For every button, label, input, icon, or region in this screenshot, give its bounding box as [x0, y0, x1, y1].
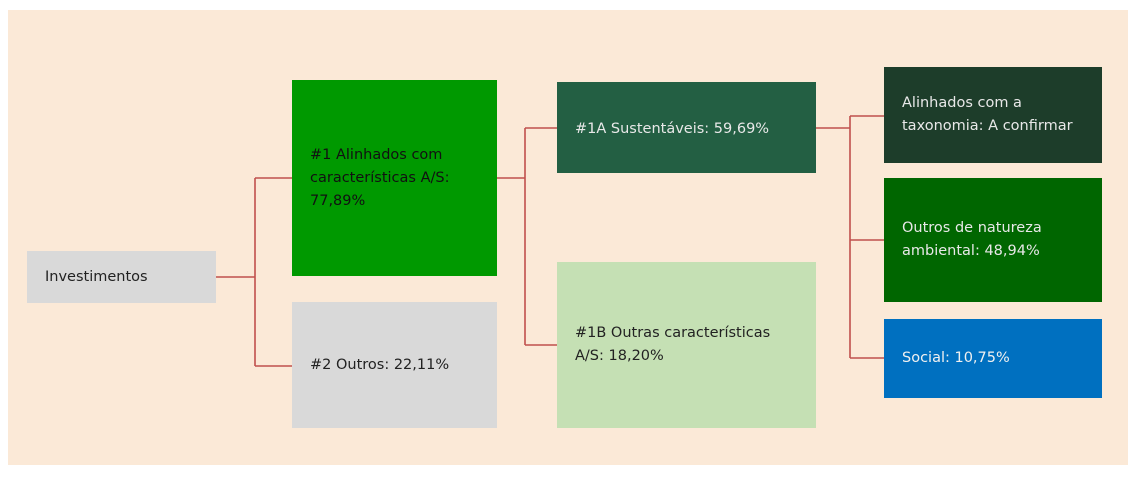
node: Social: 10,75% [884, 319, 1102, 398]
node: Alinhados com a taxonomia: A confirmar [884, 67, 1102, 163]
node: Investimentos [27, 251, 216, 303]
connector [216, 177, 292, 367]
connector [497, 127, 557, 346]
node-label: Investimentos [45, 268, 148, 285]
node-label: Alinhados com a taxonomia: A confirmar [902, 95, 1073, 134]
connector-lines [216, 115, 884, 367]
node-label: #2 Outros: 22,11% [310, 356, 450, 373]
node: #1B Outras características A/S: 18,20% [557, 262, 816, 428]
node: #1A Sustentáveis: 59,69% [557, 82, 816, 173]
connector [816, 115, 884, 359]
node: #2 Outros: 22,11% [292, 302, 497, 428]
node-label: Outros de natureza ambiental: 48,94% [902, 220, 1042, 259]
node-label: Social: 10,75% [902, 350, 1010, 366]
node: #1 Alinhados com características A/S: 77… [292, 80, 497, 276]
node-label: #1A Sustentáveis: 59,69% [575, 121, 770, 137]
node: Outros de natureza ambiental: 48,94% [884, 178, 1102, 302]
node-label: #1B Outras características A/S: 18,20% [575, 325, 771, 364]
node-label: #1 Alinhados com características A/S: 77… [310, 146, 450, 209]
